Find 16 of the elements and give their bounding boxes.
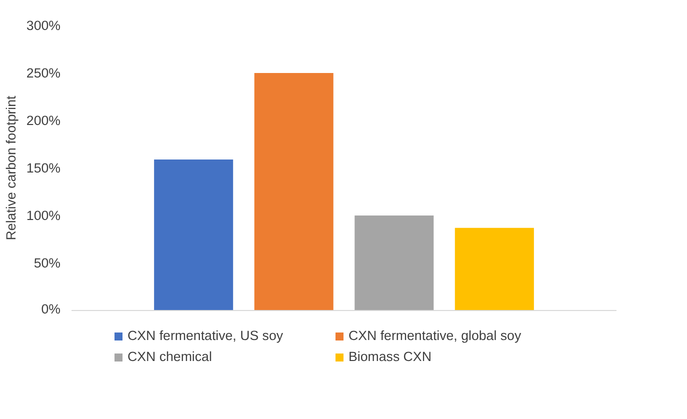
y-tick-label: 0% [41,302,61,316]
legend-label: Biomass CXN [348,349,432,364]
bar [154,159,234,310]
y-tick-label: 150% [26,160,61,176]
y-axis-title: Relative carbon footprint [3,95,18,240]
bar [454,228,534,310]
legend-label: CXN fermentative, global soy [348,328,522,343]
bar [354,216,434,310]
y-tick-label: 250% [26,66,61,80]
y-tick-label: 100% [26,208,61,223]
y-tick-label: 200% [26,113,61,128]
bar [254,73,334,310]
y-tick-label: 50% [34,256,61,270]
legend-label: CXN fermentative, US soy [128,328,284,343]
legend-label: CXN chemical [128,349,213,364]
y-tick-label: 300% [26,18,61,33]
